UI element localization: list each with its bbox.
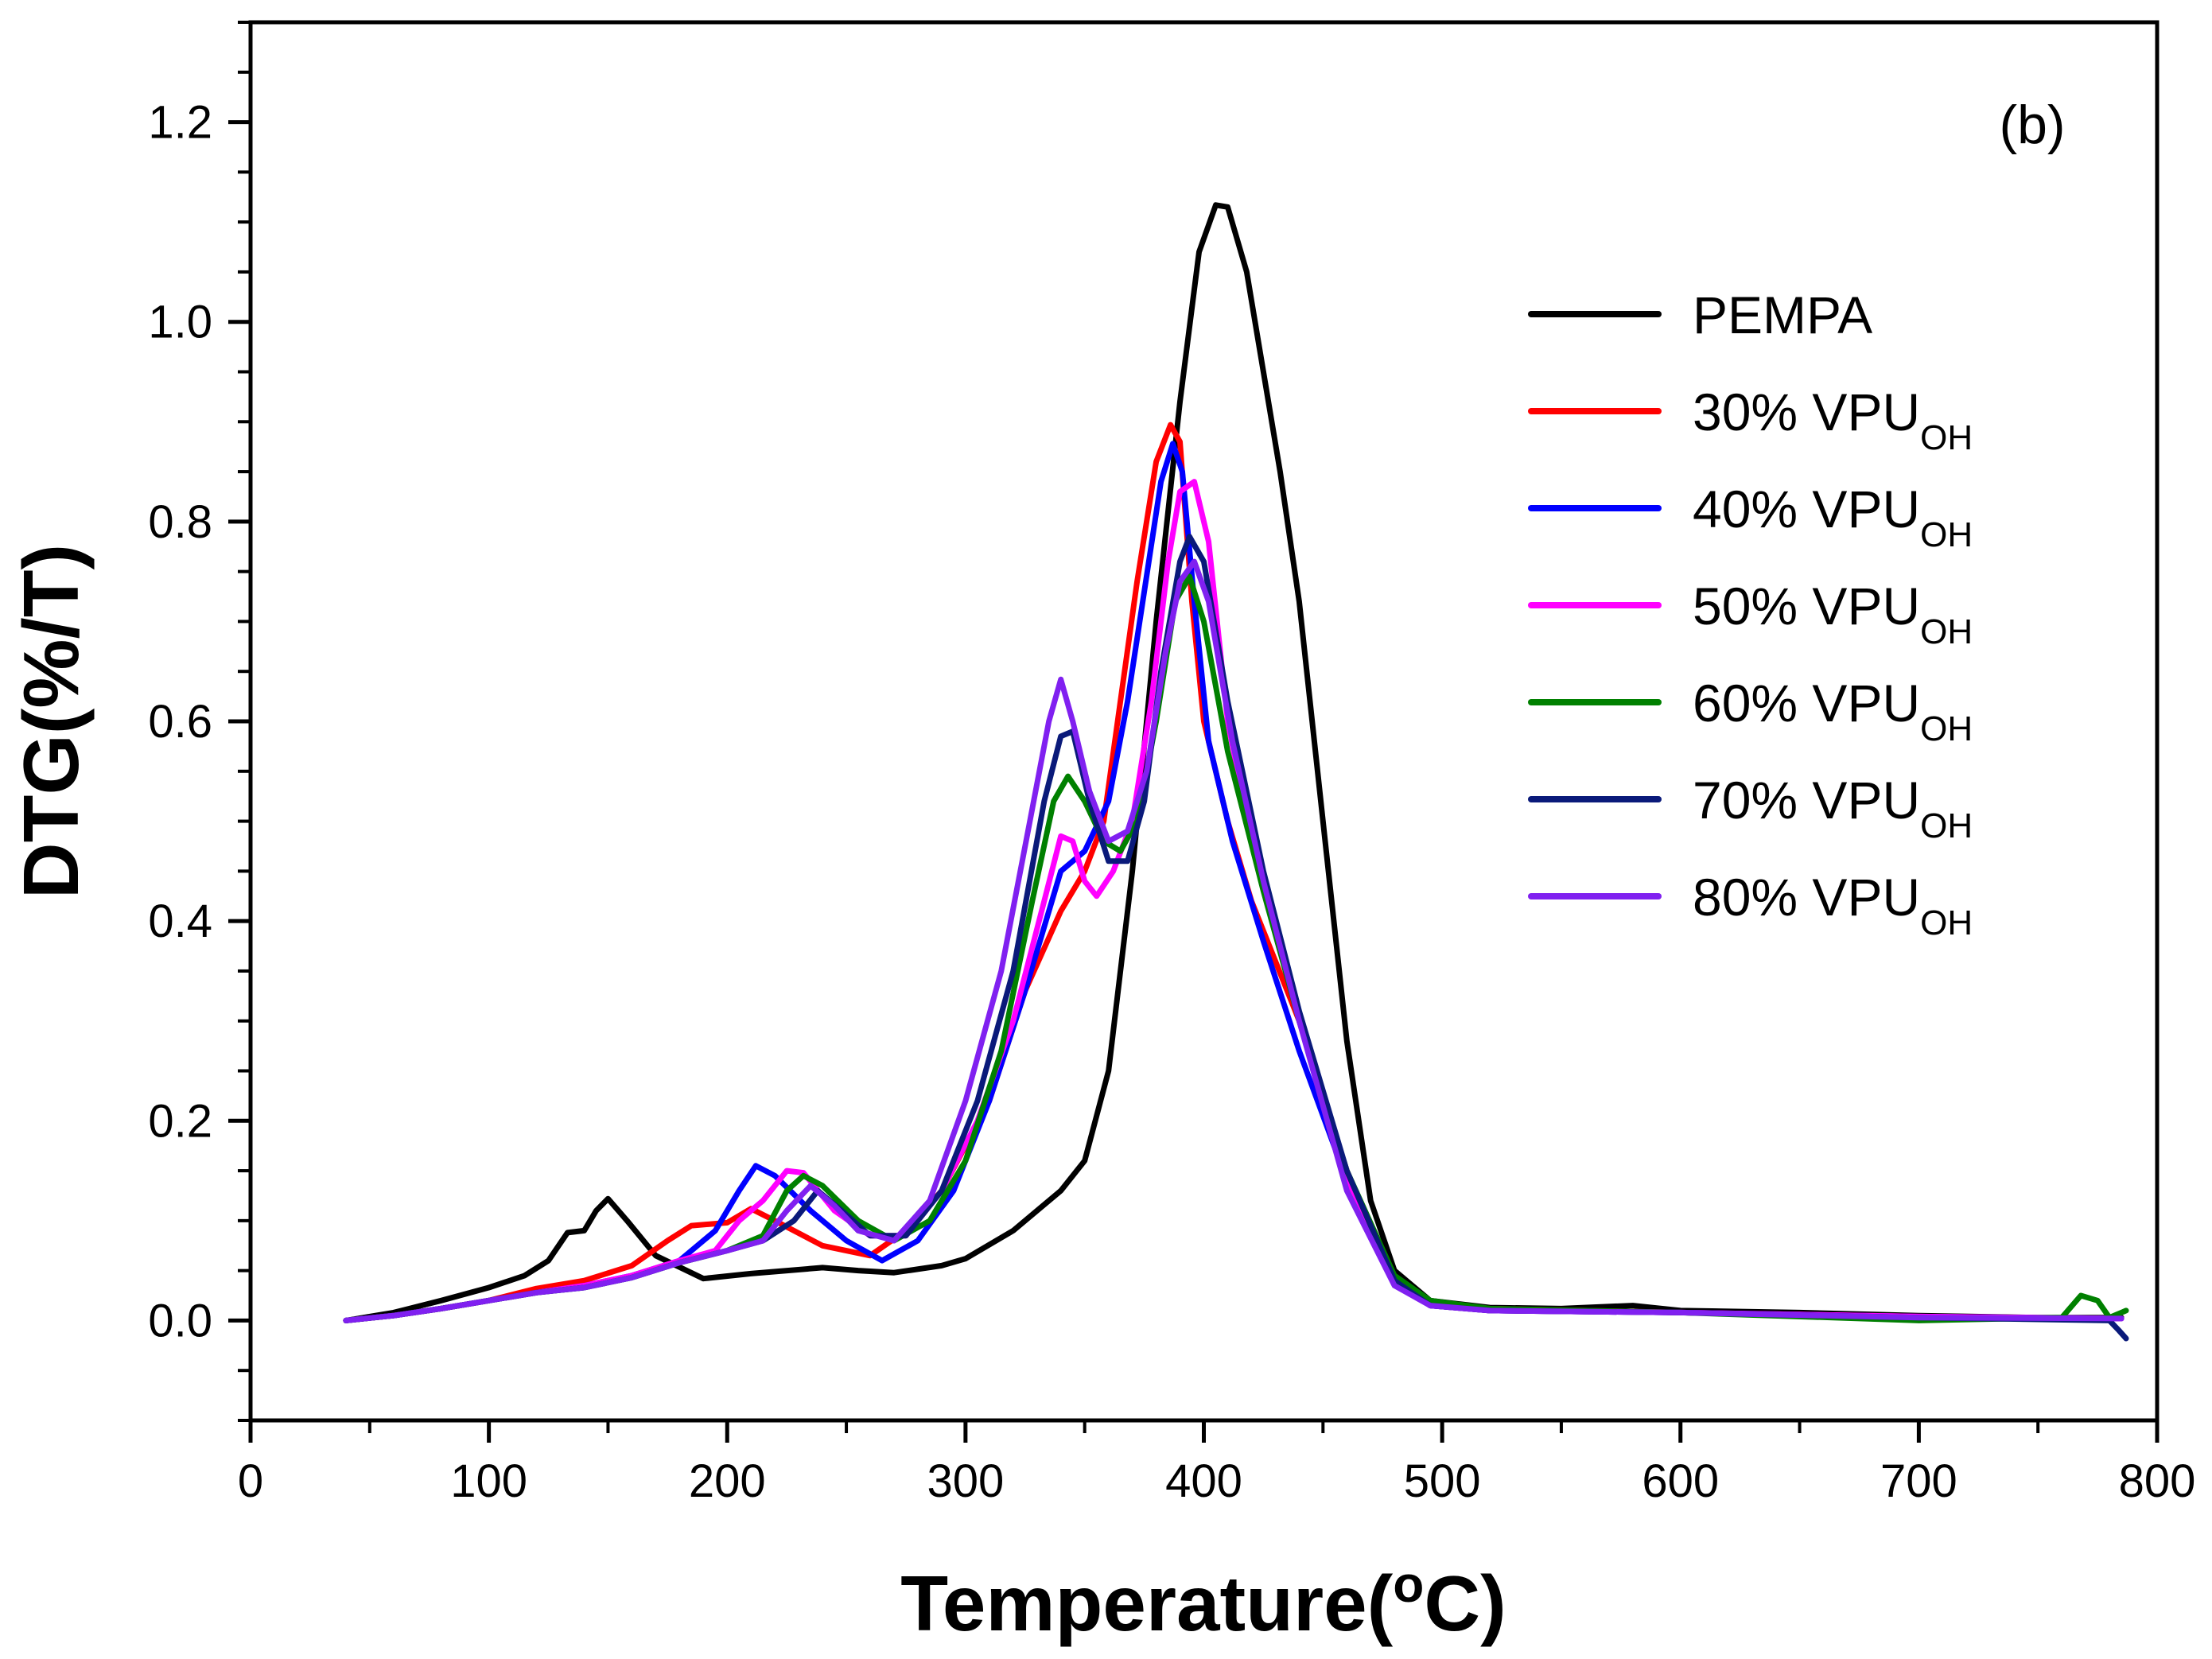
y-tick-label: 0.2 <box>148 1095 212 1147</box>
legend-label-main: 30% VPU <box>1693 383 1920 441</box>
y-tick-label: 0.6 <box>148 696 212 748</box>
x-tick-label: 600 <box>1642 1455 1719 1507</box>
panel-label: (b) <box>1999 95 2065 155</box>
legend-label-subscript: OH <box>1920 709 1973 748</box>
legend-label-subscript: OH <box>1920 806 1973 845</box>
y-tick-label: 0.8 <box>148 496 212 548</box>
x-tick-label: 400 <box>1165 1455 1242 1507</box>
legend-label-main: 70% VPU <box>1693 771 1920 830</box>
legend-label-main: 60% VPU <box>1693 674 1920 732</box>
legend-label-subscript: OH <box>1920 418 1973 457</box>
x-tick-label: 0 <box>238 1455 263 1507</box>
axis-ticks <box>228 21 2160 1443</box>
x-axis-title-superscript: o <box>1393 1556 1424 1613</box>
y-tick-label: 0.4 <box>148 896 212 947</box>
legend-label-main: 50% VPU <box>1693 577 1920 635</box>
x-tick-label: 100 <box>450 1455 527 1507</box>
legend-label: 40% VPUOH <box>1693 480 1973 554</box>
y-tick-label: 1.0 <box>148 297 212 348</box>
legend-label: 70% VPUOH <box>1693 771 1973 845</box>
x-tick-label: 200 <box>689 1455 766 1507</box>
legend-label-subscript: OH <box>1920 515 1973 554</box>
axis-tick-labels: 0 100 200 300 400 500 600 700 800 0.0 0.2 0.4 0.6 0.8… <box>148 97 2195 1507</box>
series-line-70-vpuoh <box>343 534 2129 1342</box>
y-tick-label: 1.2 <box>148 97 212 149</box>
series-layer <box>343 202 2129 1342</box>
legend-label-main: PEMPA <box>1693 286 1872 344</box>
legend-label-main: 80% VPU <box>1693 868 1920 927</box>
legend-label: 80% VPUOH <box>1693 868 1973 942</box>
legend-label-subscript: OH <box>1920 903 1973 942</box>
legend-label: 60% VPUOH <box>1693 674 1973 748</box>
x-tick-label: 500 <box>1404 1455 1481 1507</box>
x-axis-title-unit: C <box>1424 1560 1480 1647</box>
x-tick-label: 300 <box>927 1455 1004 1507</box>
legend-label: PEMPA <box>1693 286 1872 344</box>
legend-label-main: 40% VPU <box>1693 480 1920 538</box>
legend-label-subscript: OH <box>1920 612 1973 651</box>
legend-label: 30% VPUOH <box>1693 383 1973 457</box>
series-line-80-vpuoh <box>343 558 2125 1323</box>
x-tick-label: 800 <box>2119 1455 2196 1507</box>
x-axis-title: Temperature(oC) <box>900 1556 1506 1647</box>
y-axis-title: DTG(%/T) <box>7 544 95 899</box>
legend-label: 50% VPUOH <box>1693 577 1973 651</box>
x-tick-label: 700 <box>1880 1455 1957 1507</box>
x-axis-title-main: Temperature <box>900 1560 1366 1647</box>
y-tick-label: 0.0 <box>148 1295 212 1346</box>
